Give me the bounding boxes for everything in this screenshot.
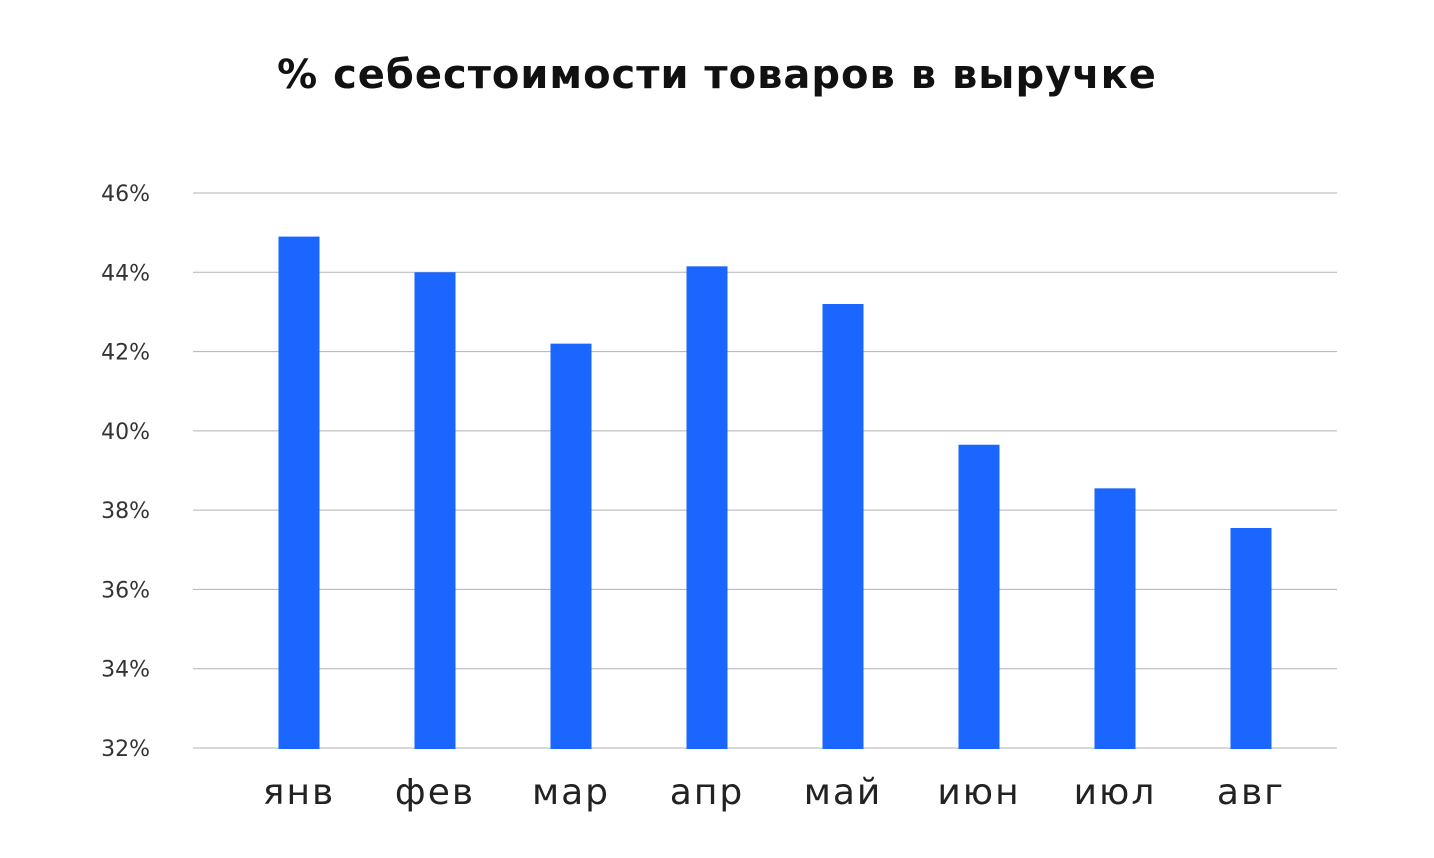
y-tick-label: 42%: [101, 341, 150, 366]
y-tick-label: 36%: [101, 578, 150, 603]
x-category-label: фев: [395, 772, 475, 813]
x-category-label: мар: [532, 772, 610, 813]
bar-2: [550, 343, 592, 749]
bars: [278, 236, 1272, 749]
bar-0: [278, 236, 320, 749]
chart-title: % себестоимости товаров в выручке: [277, 52, 1157, 98]
x-category-label: июл: [1074, 772, 1157, 813]
y-tick-label: 34%: [101, 658, 150, 683]
x-category-label: июн: [937, 772, 1020, 813]
x-category-label: янв: [263, 772, 335, 813]
bar-4: [822, 304, 864, 749]
y-tick-label: 40%: [101, 420, 150, 445]
x-category-label: май: [804, 772, 883, 813]
x-category-label: авг: [1217, 772, 1285, 813]
y-tick-label: 46%: [101, 182, 150, 207]
bar-5: [958, 444, 1000, 749]
y-tick-label: 38%: [101, 499, 150, 524]
bar-6: [1094, 488, 1136, 749]
bar-3: [686, 266, 728, 749]
y-tick-label: 32%: [101, 737, 150, 762]
y-tick-label: 44%: [101, 261, 150, 286]
bar-1: [414, 272, 456, 749]
gridlines: [193, 192, 1337, 749]
x-category-label: апр: [670, 772, 744, 813]
bar-7: [1230, 527, 1272, 749]
y-axis-ticks: 46% 44% 42% 40% 38% 36% 34% 32%: [101, 182, 150, 762]
x-axis-labels: янв фев мар апр май июн июл авг: [263, 772, 1285, 813]
